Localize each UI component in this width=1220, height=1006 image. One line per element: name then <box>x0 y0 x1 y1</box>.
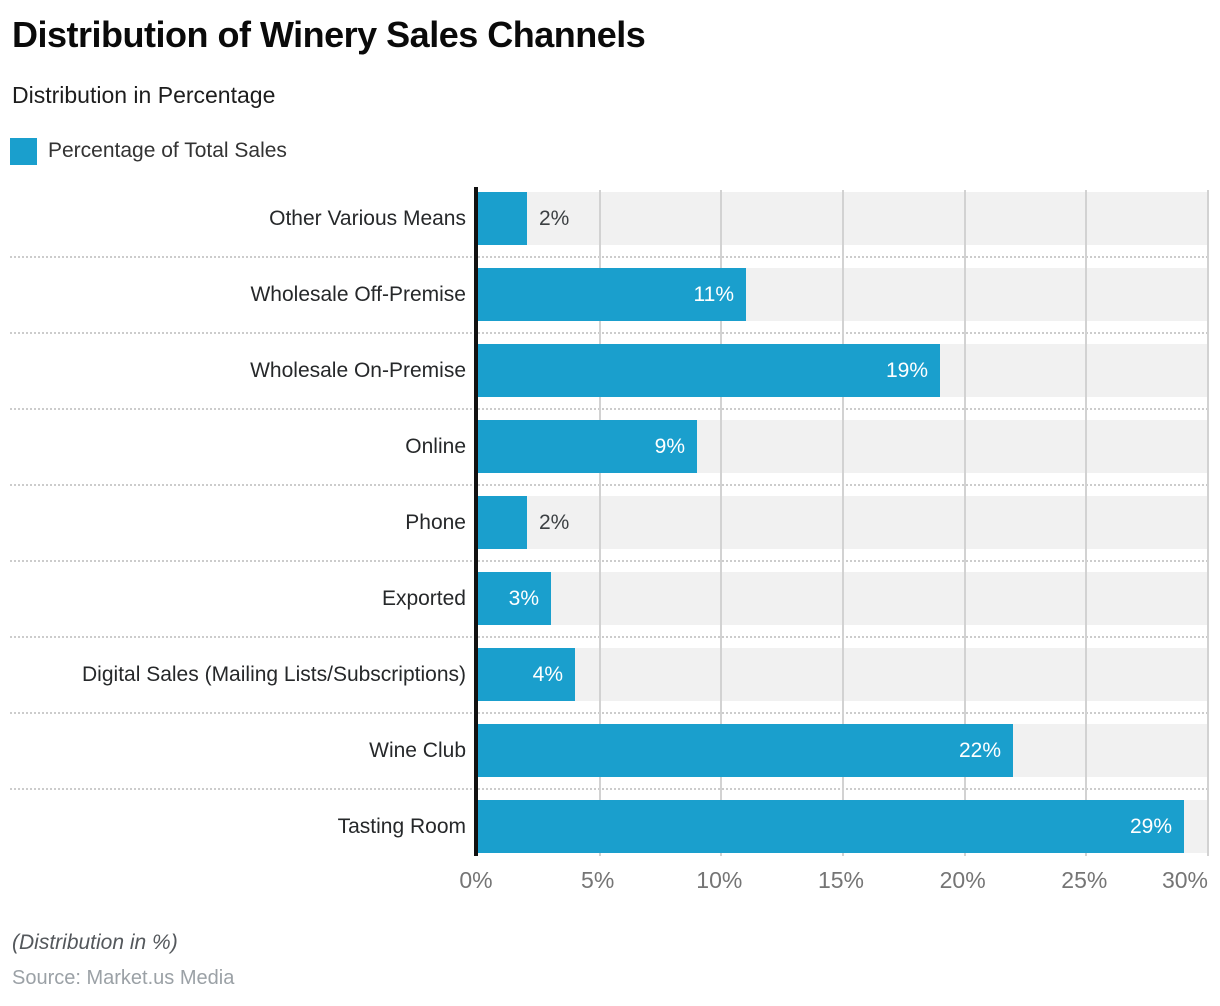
bar-value-label: 29% <box>1129 814 1172 838</box>
bar-value-label: 4% <box>532 662 563 686</box>
chart-subtitle: Distribution in Percentage <box>12 82 276 108</box>
gridline <box>842 190 844 856</box>
bar-value-label: 2% <box>539 510 570 534</box>
category-label: Online <box>405 434 466 458</box>
bar-value-label: 19% <box>885 358 928 382</box>
bar-value-label: 11% <box>693 282 734 306</box>
bar[interactable] <box>478 572 551 625</box>
x-axis-tick-label: 0% <box>459 866 493 893</box>
gridline <box>964 190 966 856</box>
x-axis-tick-label: 20% <box>939 866 986 893</box>
category-label: Other Various Means <box>269 206 466 230</box>
row-separator <box>10 788 1208 790</box>
bar[interactable] <box>478 724 1013 777</box>
axis-line <box>474 187 478 856</box>
bar[interactable] <box>478 648 575 701</box>
x-axis-tick-label: 30% <box>1161 866 1208 893</box>
row-separator <box>10 332 1208 334</box>
row-separator <box>10 484 1208 486</box>
bar[interactable] <box>478 420 697 473</box>
footer-source: Source: Market.us Media <box>12 967 235 989</box>
bar-value-label: 9% <box>654 434 685 458</box>
legend[interactable]: Percentage of Total Sales <box>10 137 287 165</box>
category-label: Wholesale On-Premise <box>250 358 466 382</box>
chart-title: Distribution of Winery Sales Channels <box>12 14 646 55</box>
legend-label: Percentage of Total Sales <box>48 139 287 162</box>
category-label: Phone <box>405 510 466 534</box>
bar[interactable] <box>478 192 527 245</box>
row-separator <box>10 636 1208 638</box>
bar-value-label: 2% <box>539 206 570 230</box>
gridline <box>599 190 601 856</box>
category-label: Exported <box>381 586 466 610</box>
bar-value-label: 22% <box>958 738 1001 762</box>
row-separator <box>10 256 1208 258</box>
gridline <box>1207 190 1209 856</box>
row-separator <box>10 560 1208 562</box>
category-label: Wholesale Off-Premise <box>250 282 466 306</box>
gridline <box>1085 190 1087 856</box>
bar[interactable] <box>478 268 746 321</box>
gridline <box>720 190 722 856</box>
x-axis-tick-label: 10% <box>696 866 743 893</box>
x-axis-tick-label: 5% <box>581 866 615 893</box>
x-axis-tick-label: 15% <box>817 866 865 893</box>
category-label: Tasting Room <box>337 814 466 838</box>
bar-value-label: 3% <box>508 586 539 610</box>
bar[interactable] <box>478 344 940 397</box>
x-axis-tick-label: 25% <box>1061 866 1108 893</box>
category-label: Digital Sales (Mailing Lists/Subscriptio… <box>82 662 466 686</box>
category-label: Wine Club <box>369 738 466 762</box>
legend-swatch <box>10 137 37 165</box>
bar[interactable] <box>478 496 527 549</box>
footer-note: (Distribution in %) <box>12 931 178 954</box>
row-separator <box>10 712 1208 714</box>
row-separator <box>10 408 1208 410</box>
bar[interactable] <box>478 800 1184 853</box>
